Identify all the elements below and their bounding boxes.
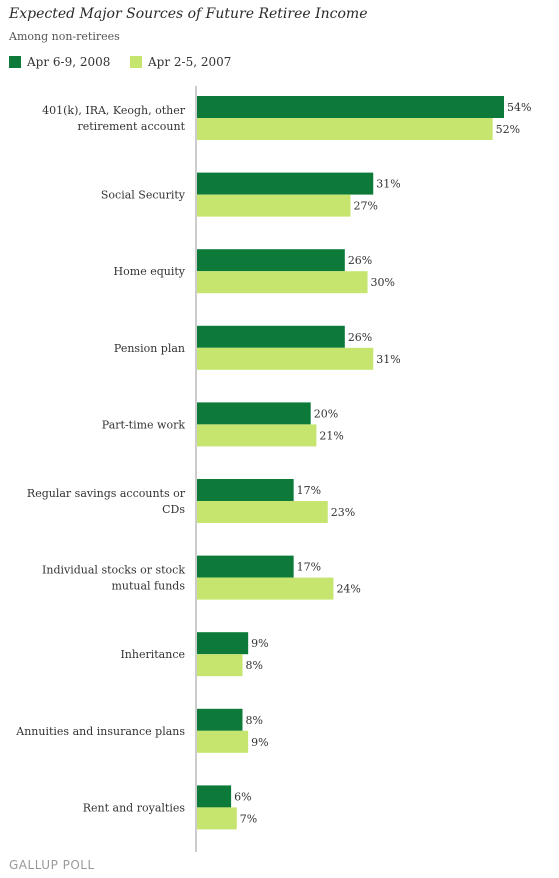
category-label-4: Part-time work — [102, 418, 186, 431]
value-label-2007-4: 21% — [319, 429, 343, 442]
bar-2007-1 — [197, 194, 351, 217]
value-label-2008-1: 31% — [376, 178, 400, 191]
bar-2008-9 — [197, 785, 232, 808]
category-label-3: Pension plan — [114, 342, 185, 355]
value-label-2008-0: 54% — [507, 101, 531, 114]
bar-2007-9 — [197, 807, 237, 830]
legend-swatch-2007 — [130, 56, 142, 68]
bar-2007-5 — [197, 501, 328, 523]
value-label-2007-0: 52% — [496, 123, 520, 136]
bar-2008-6 — [197, 555, 294, 578]
legend-item-2008: Apr 6-9, 2008 — [9, 55, 110, 69]
category-label-1: Social Security — [101, 189, 186, 202]
value-label-2007-1: 27% — [354, 200, 378, 213]
chart-subtitle: Among non-retirees — [9, 30, 120, 43]
bar-2008-8 — [197, 708, 243, 731]
value-label-2007-7: 8% — [245, 659, 262, 672]
bar-2007-3 — [197, 347, 374, 370]
bar-2008-1 — [197, 172, 374, 195]
bar-2007-2 — [197, 271, 368, 294]
value-label-2008-3: 26% — [348, 331, 372, 344]
bar-2007-0 — [197, 118, 493, 140]
category-label-9: Rent and royalties — [83, 801, 186, 814]
legend-label-2008: Apr 6-9, 2008 — [27, 55, 111, 69]
bar-2008-3 — [197, 325, 345, 348]
category-label-0-line0: 401(k), IRA, Keogh, other — [42, 104, 186, 117]
value-label-2007-8: 9% — [251, 736, 268, 749]
bar-2008-0 — [197, 96, 504, 118]
bar-2007-6 — [197, 577, 334, 600]
category-label-7: Inheritance — [120, 648, 185, 661]
category-label-5-line1: CDs — [162, 503, 185, 516]
category-label-2: Home equity — [114, 265, 186, 278]
value-label-2008-4: 20% — [314, 407, 338, 420]
category-label-5-line0: Regular savings accounts or — [27, 487, 186, 500]
bar-2007-4 — [197, 424, 317, 447]
category-label-6-line1: mutual funds — [111, 580, 185, 593]
category-label-0-line1: retirement account — [77, 120, 185, 133]
value-label-2007-5: 23% — [331, 506, 355, 519]
value-label-2007-2: 30% — [371, 276, 395, 289]
value-label-2008-5: 17% — [297, 484, 321, 497]
value-label-2008-6: 17% — [297, 561, 321, 574]
bar-2007-8 — [197, 730, 249, 753]
bar-2008-7 — [197, 632, 249, 655]
value-label-2008-2: 26% — [348, 254, 372, 267]
category-label-6-line0: Individual stocks or stock — [42, 564, 185, 577]
value-label-2007-9: 7% — [240, 812, 257, 825]
category-label-8: Annuities and insurance plans — [15, 725, 185, 738]
value-label-2008-7: 9% — [251, 637, 268, 650]
value-label-2007-6: 24% — [336, 583, 360, 596]
chart-title: Expected Major Sources of Future Retiree… — [9, 6, 368, 22]
bar-2008-4 — [197, 402, 311, 425]
legend-item-2007: Apr 2-5, 2007 — [130, 55, 231, 69]
value-label-2008-9: 6% — [234, 790, 251, 803]
legend-label-2007: Apr 2-5, 2007 — [148, 55, 232, 69]
legend-swatch-2008 — [9, 56, 21, 68]
bar-2007-7 — [197, 654, 243, 677]
value-label-2007-3: 31% — [376, 353, 400, 366]
value-label-2008-8: 8% — [245, 714, 262, 727]
bar-2008-5 — [197, 479, 294, 501]
gallup-poll-logo: GALLUP POLL — [9, 858, 95, 872]
bar-2008-2 — [197, 249, 345, 272]
